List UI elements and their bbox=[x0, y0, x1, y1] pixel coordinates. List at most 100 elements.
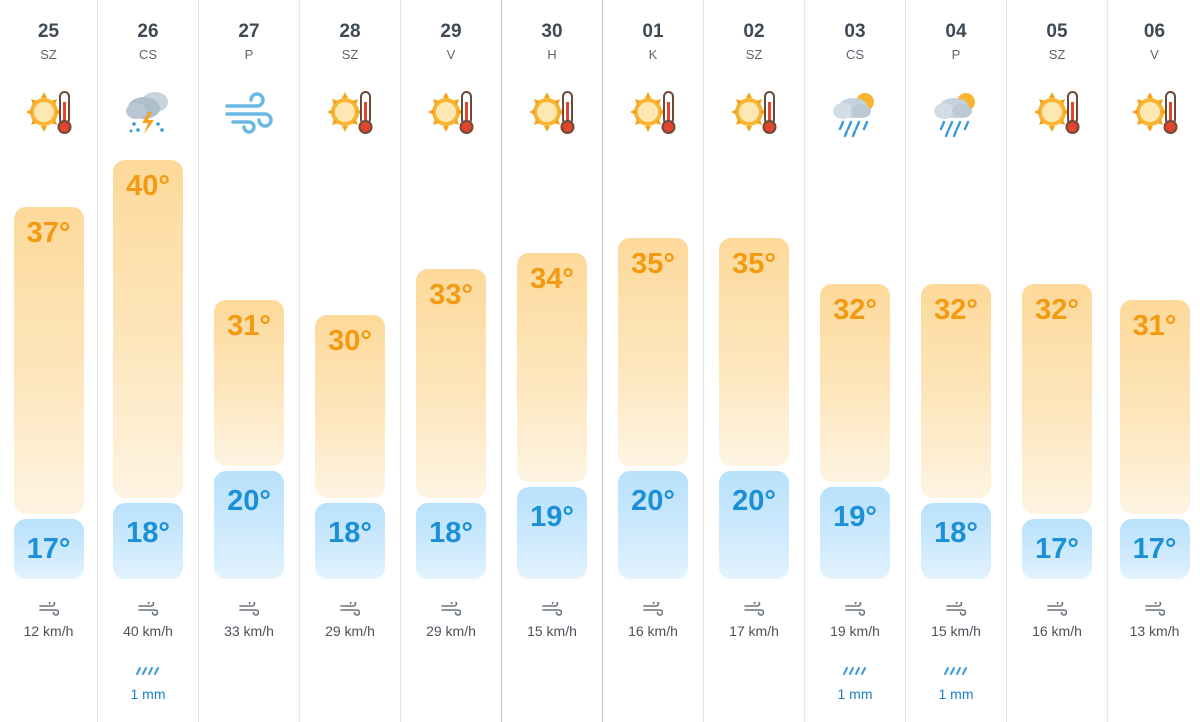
min-temp: 20° bbox=[631, 485, 675, 517]
day-column[interactable]: 05 SZ 32° 17° 16 km/h bbox=[1007, 0, 1108, 722]
day-date: 26 bbox=[137, 21, 159, 42]
day-column[interactable]: 03 CS 32° 19° 19 km/h 1 mm bbox=[805, 0, 906, 722]
day-column[interactable]: 02 SZ 35° 20° 17 km/h bbox=[704, 0, 805, 722]
precipitation: 1 mm bbox=[837, 686, 873, 702]
day-column[interactable]: 28 SZ 30° 18° 29 km/h bbox=[300, 0, 401, 722]
day-weekday: CS bbox=[845, 47, 865, 62]
max-temp-bar: 32° bbox=[820, 284, 890, 482]
wind-speed: 13 km/h bbox=[1129, 623, 1180, 639]
wind-icon bbox=[643, 602, 663, 616]
min-temp-bar: 18° bbox=[416, 503, 486, 579]
wind-speed: 29 km/h bbox=[325, 623, 375, 639]
precipitation: 1 mm bbox=[130, 686, 166, 702]
rain-icon bbox=[944, 666, 968, 676]
day-weekday: SZ bbox=[1048, 47, 1066, 62]
wind-icon bbox=[138, 602, 158, 616]
min-temp: 19° bbox=[833, 501, 877, 533]
day-column[interactable]: 04 P 32° 18° 15 km/h 1 mm bbox=[906, 0, 1007, 722]
wind-icon bbox=[38, 602, 59, 616]
sun-hot-icon bbox=[627, 86, 679, 138]
wind-speed: 29 km/h bbox=[426, 623, 476, 639]
day-date: 30 bbox=[541, 21, 563, 42]
day-weekday: SZ bbox=[745, 47, 763, 62]
day-date: 25 bbox=[37, 21, 60, 42]
day-date: 05 bbox=[1046, 21, 1068, 42]
day-weekday: K bbox=[648, 47, 658, 62]
max-temp-bar: 35° bbox=[719, 238, 789, 466]
max-temp-bar: 33° bbox=[416, 269, 486, 498]
precipitation: 1 mm bbox=[938, 686, 974, 702]
max-temp-bar: 31° bbox=[1119, 300, 1190, 514]
max-temp-bar: 32° bbox=[921, 284, 991, 498]
wind-speed: 16 km/h bbox=[1032, 623, 1082, 639]
day-date: 04 bbox=[945, 21, 967, 42]
max-temp: 40° bbox=[126, 170, 170, 202]
day-column[interactable]: 27 P 31° 20° 33 km/h bbox=[199, 0, 300, 722]
wind-speed: 15 km/h bbox=[931, 623, 981, 639]
day-column[interactable]: 01 K 35° 20° 16 km/h bbox=[603, 0, 704, 722]
day-weekday: P bbox=[244, 47, 254, 62]
day-weekday: SZ bbox=[341, 47, 359, 62]
wind-speed: 15 km/h bbox=[527, 623, 577, 639]
day-date: 27 bbox=[238, 21, 260, 42]
wind-speed: 19 km/h bbox=[830, 623, 880, 639]
min-temp: 18° bbox=[126, 517, 170, 549]
sun-hot-icon bbox=[728, 86, 780, 138]
day-weekday: P bbox=[951, 47, 961, 62]
wind-icon bbox=[223, 86, 275, 138]
day-weekday: CS bbox=[138, 47, 158, 62]
wind-speed: 12 km/h bbox=[23, 623, 74, 639]
max-temp: 33° bbox=[429, 279, 473, 311]
min-temp-bar: 20° bbox=[618, 471, 688, 579]
min-temp: 17° bbox=[1035, 533, 1079, 565]
rain-sun-icon bbox=[930, 86, 982, 138]
day-weekday: SZ bbox=[40, 47, 57, 62]
day-date: 28 bbox=[339, 21, 361, 42]
sun-hot-icon bbox=[1031, 86, 1083, 138]
min-temp-bar: 17° bbox=[1022, 519, 1092, 579]
wind-speed: 33 km/h bbox=[224, 623, 274, 639]
wind-speed: 16 km/h bbox=[628, 623, 678, 639]
max-temp-bar: 30° bbox=[315, 315, 385, 498]
min-temp: 18° bbox=[328, 517, 372, 549]
min-temp-bar: 19° bbox=[820, 487, 890, 579]
min-temp-bar: 17° bbox=[13, 519, 84, 579]
sun-hot-icon bbox=[324, 86, 376, 138]
wind-icon bbox=[1144, 602, 1165, 616]
day-column[interactable]: 06 V 31° 17° 13 km/h bbox=[1108, 0, 1200, 722]
max-temp-bar: 37° bbox=[13, 207, 84, 514]
wind-icon bbox=[239, 602, 259, 616]
min-temp: 19° bbox=[530, 501, 574, 533]
max-temp: 32° bbox=[1035, 294, 1079, 326]
max-temp-bar: 31° bbox=[214, 300, 284, 466]
max-temp: 34° bbox=[530, 263, 574, 295]
day-date: 06 bbox=[1143, 21, 1166, 42]
day-weekday: V bbox=[1150, 47, 1159, 62]
day-weekday: V bbox=[446, 47, 456, 62]
rain-sun-icon bbox=[829, 86, 881, 138]
min-temp-bar: 17° bbox=[1119, 519, 1190, 579]
min-temp-bar: 18° bbox=[921, 503, 991, 579]
rain-icon bbox=[843, 666, 867, 676]
max-temp: 37° bbox=[26, 217, 71, 249]
day-column[interactable]: 29 V 33° 18° 29 km/h bbox=[401, 0, 502, 722]
sun-hot-icon bbox=[425, 86, 477, 138]
wind-icon bbox=[946, 602, 966, 616]
day-column[interactable]: 25 SZ 37° 17° 12 km/h bbox=[0, 0, 98, 722]
min-temp: 18° bbox=[934, 517, 978, 549]
thunderstorm-icon bbox=[122, 86, 174, 138]
day-column[interactable]: 26 CS 40° 18° 40 km/h 1 mm bbox=[98, 0, 199, 722]
wind-icon bbox=[1047, 602, 1067, 616]
min-temp-bar: 18° bbox=[315, 503, 385, 579]
day-column[interactable]: 30 H 34° 19° 15 km/h bbox=[502, 0, 603, 722]
wind-icon bbox=[744, 602, 764, 616]
max-temp: 35° bbox=[631, 248, 675, 280]
wind-icon bbox=[542, 602, 562, 616]
wind-speed: 40 km/h bbox=[123, 623, 173, 639]
max-temp-bar: 34° bbox=[517, 253, 587, 482]
wind-speed: 17 km/h bbox=[729, 623, 779, 639]
max-temp: 32° bbox=[934, 294, 978, 326]
day-date: 02 bbox=[743, 21, 765, 42]
min-temp: 17° bbox=[1132, 533, 1177, 565]
